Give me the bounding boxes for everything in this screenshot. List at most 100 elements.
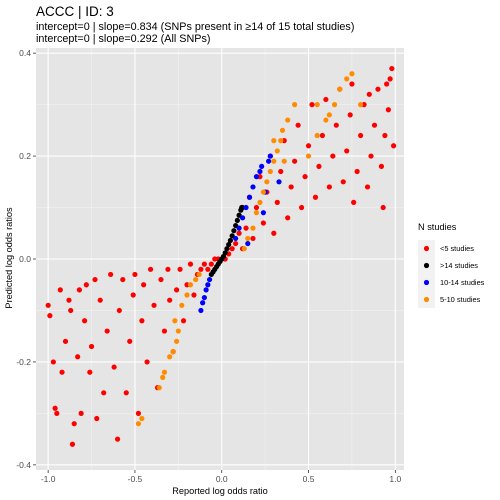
legend: N studies <5 studies >14 studies 10-14 stu… xyxy=(418,222,485,308)
point-series-0-20 xyxy=(94,415,100,422)
point-series-3-36 xyxy=(344,76,350,82)
point-series-3-31 xyxy=(314,132,320,139)
point-series-0-16 xyxy=(83,282,89,288)
point-series-0-27 xyxy=(116,307,122,314)
point-series-0-23 xyxy=(104,328,110,334)
point-series-0-47 xyxy=(180,318,187,324)
point-series-0-84 xyxy=(312,194,319,200)
point-series-0-112 xyxy=(349,81,355,87)
point-series-3-7 xyxy=(175,328,181,334)
point-series-0-52 xyxy=(198,266,204,272)
point-series-0-107 xyxy=(390,143,397,149)
point-series-0-106 xyxy=(389,65,395,72)
point-series-0-94 xyxy=(347,112,353,118)
point-series-0-29 xyxy=(123,390,129,396)
point-series-2-15 xyxy=(267,153,273,159)
point-series-3-35 xyxy=(337,86,343,92)
point-series-0-50 xyxy=(191,292,197,298)
point-series-3-6 xyxy=(172,318,178,324)
point-series-0-30 xyxy=(127,338,133,344)
point-series-0-38 xyxy=(151,302,157,308)
point-series-3-10 xyxy=(187,282,194,288)
point-series-0-19 xyxy=(92,276,98,283)
legend-label-3: 5-10 studies xyxy=(440,295,481,304)
point-series-0-18 xyxy=(88,343,95,350)
point-series-0-90 xyxy=(333,122,339,128)
point-series-0-110 xyxy=(380,204,386,211)
point-series-2-9 xyxy=(243,204,249,211)
point-series-0-61 xyxy=(233,240,239,247)
point-series-3-19 xyxy=(257,199,263,205)
chart-title: ACCC | ID: 3 xyxy=(36,4,114,19)
point-series-3-37 xyxy=(349,71,355,77)
point-series-2-17 xyxy=(266,158,272,164)
point-series-0-42 xyxy=(165,266,171,272)
point-series-1-13 xyxy=(231,228,237,234)
point-series-0-40 xyxy=(158,276,164,283)
point-series-0-101 xyxy=(371,122,378,128)
point-series-3-4 xyxy=(167,354,173,360)
point-series-3-25 xyxy=(278,138,284,144)
point-series-3-32 xyxy=(323,117,329,123)
point-series-0-77 xyxy=(288,184,294,190)
chart-subtitle-line-2: intercept=0 | slope=0.292 (All SNPs) xyxy=(36,33,210,45)
point-series-1-15 xyxy=(234,217,240,224)
point-series-0-69 xyxy=(260,220,266,226)
point-series-3-22 xyxy=(267,168,273,175)
point-series-0-109 xyxy=(384,81,390,87)
point-series-0-79 xyxy=(295,122,301,128)
point-series-3-21 xyxy=(264,179,270,185)
data-points xyxy=(45,65,397,447)
x-axis-title: Reported log odds ratio xyxy=(172,486,268,496)
point-series-0-100 xyxy=(368,153,374,159)
point-series-2-19 xyxy=(245,240,251,247)
point-series-0-21 xyxy=(97,297,103,303)
x-tick-label: 0.0 xyxy=(216,474,228,484)
point-series-0-80 xyxy=(298,204,305,211)
point-series-2-13 xyxy=(257,168,263,175)
chart-subtitle-line-1: intercept=0 | slope=0.834 (SNPs present … xyxy=(36,21,354,33)
point-series-0-13 xyxy=(76,287,82,293)
point-series-1-9 xyxy=(224,246,230,252)
point-series-0-49 xyxy=(187,261,194,267)
point-series-0-3 xyxy=(52,405,58,411)
point-series-3-1 xyxy=(139,415,145,422)
x-tick-label: -0.5 xyxy=(128,474,143,484)
point-series-0-28 xyxy=(120,276,126,283)
point-series-2-5 xyxy=(206,276,213,283)
point-series-0-81 xyxy=(302,174,308,180)
point-series-0-60 xyxy=(229,246,235,252)
point-series-0-8 xyxy=(66,297,72,303)
point-series-0-11 xyxy=(71,421,77,427)
point-series-3-34 xyxy=(331,102,338,108)
point-series-3-23 xyxy=(271,158,277,164)
point-series-0-104 xyxy=(382,132,388,139)
point-series-0-83 xyxy=(309,102,315,108)
point-series-3-30 xyxy=(305,153,312,159)
point-series-0-82 xyxy=(305,143,312,149)
point-series-0-102 xyxy=(375,86,381,92)
y-tick-label: -0.2 xyxy=(16,357,31,367)
point-series-0-96 xyxy=(354,168,360,175)
point-series-0-76 xyxy=(285,215,291,221)
point-series-0-55 xyxy=(208,261,214,267)
point-series-3-14 xyxy=(174,338,180,344)
point-series-0-34 xyxy=(139,318,145,324)
point-series-0-46 xyxy=(177,266,183,272)
point-series-3-38 xyxy=(358,102,364,108)
point-series-0-105 xyxy=(385,107,391,113)
point-series-0-26 xyxy=(114,436,121,442)
point-series-2-7 xyxy=(236,225,242,231)
point-series-3-18 xyxy=(253,210,260,216)
point-series-3-40 xyxy=(314,102,320,108)
point-series-3-39 xyxy=(271,138,277,144)
point-series-2-12 xyxy=(253,174,260,180)
point-series-3-17 xyxy=(250,225,256,231)
point-series-0-72 xyxy=(271,230,277,236)
point-series-1-8 xyxy=(222,250,228,256)
point-series-0-103 xyxy=(378,163,385,169)
point-series-0-37 xyxy=(147,266,154,272)
y-tick-label: 0.4 xyxy=(19,48,31,58)
point-series-0-95 xyxy=(351,199,357,205)
point-series-3-9 xyxy=(184,292,190,298)
